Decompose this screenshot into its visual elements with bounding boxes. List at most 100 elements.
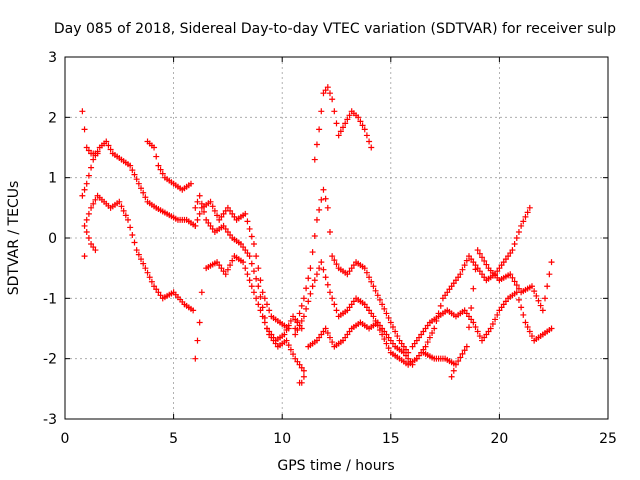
data-point bbox=[79, 192, 86, 199]
data-point bbox=[268, 334, 275, 341]
data-point bbox=[192, 204, 199, 211]
data-point bbox=[333, 307, 340, 314]
data-point bbox=[346, 112, 353, 119]
data-point bbox=[450, 367, 457, 374]
data-point bbox=[303, 305, 310, 312]
data-point bbox=[83, 228, 90, 235]
data-point bbox=[311, 277, 318, 284]
data-point bbox=[250, 289, 257, 296]
data-point bbox=[326, 289, 333, 296]
data-point bbox=[148, 278, 155, 285]
data-point bbox=[400, 343, 407, 350]
data-point bbox=[81, 222, 88, 229]
data-point bbox=[290, 313, 297, 320]
data-point bbox=[468, 316, 475, 323]
data-point bbox=[344, 116, 351, 123]
data-point bbox=[463, 310, 470, 317]
data-point bbox=[283, 337, 290, 344]
data-point bbox=[155, 289, 162, 296]
data-point bbox=[324, 84, 331, 91]
data-point bbox=[259, 313, 266, 320]
y-tick-label: -1 bbox=[43, 291, 57, 307]
data-point bbox=[418, 331, 425, 338]
data-point bbox=[157, 292, 164, 299]
data-point bbox=[413, 355, 420, 362]
data-point bbox=[411, 340, 418, 347]
data-point bbox=[292, 331, 299, 338]
data-point bbox=[463, 343, 470, 350]
data-point bbox=[452, 277, 459, 284]
data-point bbox=[515, 285, 522, 292]
data-point bbox=[296, 361, 303, 368]
data-point bbox=[381, 328, 388, 335]
data-point bbox=[305, 298, 312, 305]
data-point bbox=[350, 262, 357, 269]
data-point bbox=[85, 235, 92, 241]
data-point bbox=[135, 180, 142, 187]
data-point bbox=[324, 281, 331, 288]
data-point bbox=[344, 307, 351, 314]
data-point bbox=[442, 292, 449, 299]
data-point bbox=[294, 327, 301, 334]
data-point bbox=[224, 204, 231, 211]
data-point bbox=[105, 142, 112, 149]
data-point bbox=[285, 342, 292, 349]
data-point bbox=[263, 301, 270, 308]
data-point bbox=[140, 260, 147, 267]
data-point bbox=[329, 96, 336, 103]
data-point bbox=[381, 305, 388, 312]
data-point bbox=[437, 302, 444, 309]
y-tick-labels: -3 -2 -1 0 1 2 3 bbox=[43, 50, 57, 428]
data-point bbox=[481, 334, 488, 341]
data-point bbox=[381, 336, 388, 343]
data-point bbox=[257, 277, 264, 284]
data-point bbox=[476, 268, 483, 275]
data-point bbox=[363, 304, 370, 311]
data-point bbox=[305, 275, 312, 282]
data-point bbox=[448, 283, 455, 290]
data-point bbox=[92, 196, 99, 203]
data-point bbox=[240, 244, 247, 251]
data-point bbox=[194, 337, 201, 344]
data-point bbox=[90, 244, 97, 251]
data-point bbox=[326, 90, 333, 97]
data-point bbox=[361, 301, 368, 308]
x-axis-label: GPS time / hours bbox=[277, 458, 394, 474]
data-point bbox=[481, 274, 488, 281]
data-point bbox=[127, 162, 134, 169]
data-point bbox=[379, 325, 386, 332]
data-point bbox=[318, 331, 325, 338]
data-point bbox=[424, 322, 431, 329]
data-point bbox=[205, 219, 212, 226]
data-point bbox=[496, 265, 503, 272]
data-point bbox=[331, 108, 338, 115]
data-point bbox=[83, 180, 90, 187]
data-point bbox=[376, 296, 383, 303]
data-point bbox=[309, 249, 316, 256]
data-point bbox=[461, 347, 468, 354]
data-point bbox=[528, 333, 535, 340]
data-point bbox=[303, 285, 310, 292]
data-point bbox=[366, 307, 373, 314]
data-point bbox=[309, 283, 316, 290]
y-tick-label: 2 bbox=[48, 110, 57, 126]
data-point bbox=[85, 172, 92, 179]
data-point bbox=[461, 307, 468, 314]
data-point bbox=[242, 210, 249, 217]
data-point bbox=[483, 261, 490, 268]
data-point bbox=[133, 247, 140, 254]
data-point bbox=[287, 346, 294, 353]
data-point bbox=[244, 218, 251, 225]
data-point bbox=[85, 147, 92, 154]
data-point bbox=[90, 156, 97, 163]
data-point bbox=[127, 224, 134, 231]
data-point bbox=[326, 228, 333, 235]
data-point bbox=[439, 295, 446, 302]
data-point bbox=[244, 271, 251, 278]
data-point bbox=[403, 346, 410, 353]
data-point bbox=[257, 307, 264, 314]
data-point bbox=[361, 126, 368, 133]
data-point bbox=[88, 241, 95, 248]
data-point bbox=[492, 316, 499, 323]
